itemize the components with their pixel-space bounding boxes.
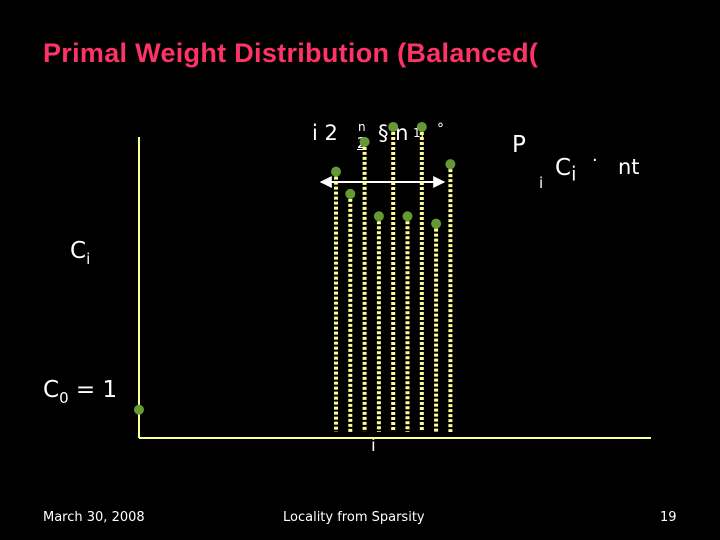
sum-operator: · — [592, 150, 598, 171]
weight-point — [388, 121, 399, 132]
x-axis-marker: i — [371, 436, 376, 456]
ci-axis-label: Ci — [70, 238, 91, 268]
weight-point — [431, 218, 442, 229]
weight-point — [345, 188, 356, 199]
range-formula-end: ° — [437, 121, 444, 137]
footer-title: Locality from Sparsity — [283, 510, 425, 525]
range-formula-sub: 1i — [413, 126, 424, 140]
weight-point — [373, 211, 384, 222]
weight-point — [359, 136, 370, 147]
range-formula-left: i 2 — [312, 121, 338, 145]
sum-term: Ci — [555, 155, 577, 186]
sum-symbol: P — [512, 132, 526, 158]
weight-point — [416, 121, 427, 132]
slide-title: Primal Weight Distribution (Balanced( — [43, 38, 539, 68]
weight-point — [402, 211, 413, 222]
c0-label: C0 = 1 — [43, 377, 118, 407]
c0-point — [134, 404, 144, 415]
weight-point — [331, 166, 341, 177]
weight-point — [445, 159, 456, 170]
page-number: 19 — [660, 510, 677, 525]
footer-date: March 30, 2008 — [43, 510, 145, 525]
sum-rhs: nt — [618, 155, 640, 179]
sum-index: i — [539, 174, 544, 192]
range-formula-frac-numerator: n — [358, 120, 366, 134]
